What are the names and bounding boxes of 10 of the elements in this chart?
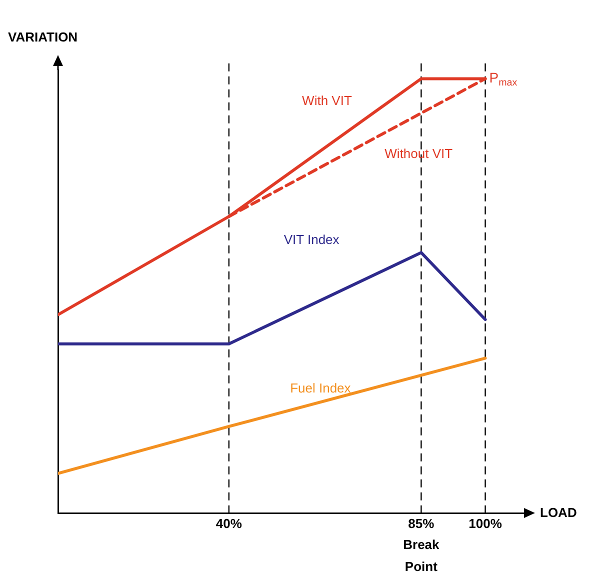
x-tick-label: 100%	[468, 516, 502, 531]
y-axis-title: VARIATION	[8, 30, 78, 45]
annotation: Break Point	[403, 536, 440, 574]
x-tick-label: 40%	[216, 516, 242, 531]
x-axis-title: LOAD	[540, 504, 577, 520]
text: VIT Index	[284, 232, 340, 248]
series-label: With VIT	[302, 92, 352, 108]
x-tick-label: 85%	[408, 516, 435, 531]
series-label: Fuel Index	[290, 380, 352, 396]
series-label: Without VIT	[384, 146, 453, 162]
